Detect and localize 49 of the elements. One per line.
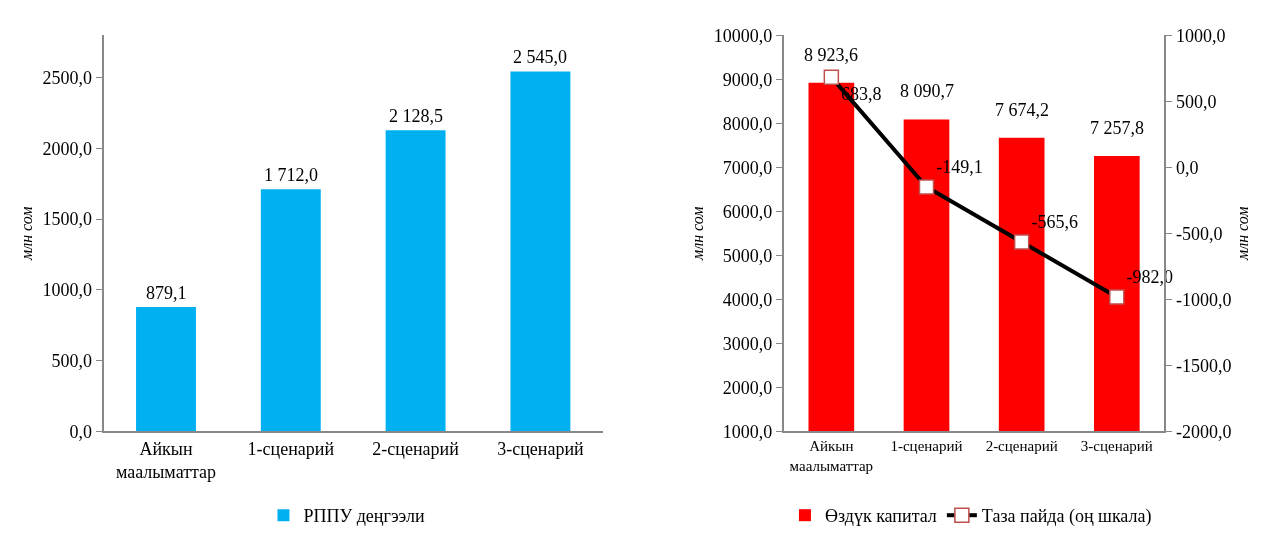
- y-tick-label: 1000,0: [42, 280, 92, 301]
- x-tick-label: 3-сценарий: [497, 438, 585, 459]
- data-label: 1 712,0: [264, 165, 318, 185]
- y2-axis-title: млн сом: [1233, 206, 1251, 262]
- x-tick-label: 1-сценарий: [247, 438, 335, 459]
- bar: [510, 71, 571, 432]
- y-tick-label: 5000,0: [722, 245, 773, 266]
- y-tick-label: 2000,0: [42, 138, 92, 159]
- legend-label: Өздүк капитал: [824, 506, 937, 527]
- y-tick-label: 0,0: [69, 421, 92, 442]
- y2-tick-label: -1500,0: [1176, 355, 1232, 376]
- y-tick-label: 8000,0: [722, 113, 773, 134]
- y-tick-label: 500,0: [51, 350, 92, 371]
- data-label: 2 545,0: [513, 47, 567, 67]
- data-label: 879,1: [146, 283, 187, 303]
- bar: [260, 189, 321, 432]
- y-tick-label: 6000,0: [722, 201, 773, 222]
- y-tick-label: 3000,0: [722, 333, 773, 354]
- data-label: 8 923,6: [804, 45, 858, 65]
- x-tick-label: 2-сценарий: [985, 438, 1058, 455]
- x-tick-label: 2-сценарий: [372, 438, 460, 459]
- legend-label: Таза пайда (оң шкала): [981, 506, 1152, 528]
- data-label: 7 674,2: [995, 100, 1049, 120]
- bar: [136, 306, 196, 432]
- y2-tick-label: -500,0: [1176, 223, 1223, 244]
- y-tick-label: 9000,0: [722, 69, 773, 90]
- y2-tick-label: -2000,0: [1176, 421, 1232, 442]
- y-axis-title: млн сом: [689, 206, 707, 262]
- y-tick-label: 1000,0: [722, 421, 773, 442]
- y-tick-label: 4000,0: [722, 289, 773, 310]
- y2-tick-label: 0,0: [1176, 157, 1199, 178]
- x-tick-label: Айкын маалыматтар: [789, 438, 874, 474]
- legend-label: РППУ деңгээли: [303, 506, 425, 527]
- x-tick-label: Айкын маалыматтар: [115, 438, 217, 483]
- y2-tick-label: 500,0: [1176, 91, 1217, 112]
- data-label: 7 257,8: [1090, 118, 1144, 138]
- x-tick-label: 3-сценарий: [1080, 438, 1153, 455]
- y2-tick-label: -1000,0: [1176, 289, 1232, 310]
- y-tick-label: 10000,0: [713, 25, 773, 46]
- y-tick-label: 1500,0: [42, 209, 92, 230]
- x-tick-label: 1-сценарий: [890, 438, 963, 455]
- y-tick-label: 2000,0: [722, 377, 773, 398]
- y-axis-title: млн сом: [17, 206, 35, 262]
- y-tick-label: 2500,0: [42, 68, 92, 89]
- y-tick-label: 7000,0: [722, 157, 773, 178]
- data-label: 2 128,5: [389, 106, 443, 126]
- data-label: 8 090,7: [900, 81, 954, 101]
- bar: [385, 130, 446, 432]
- y2-tick-label: 1000,0: [1176, 25, 1226, 46]
